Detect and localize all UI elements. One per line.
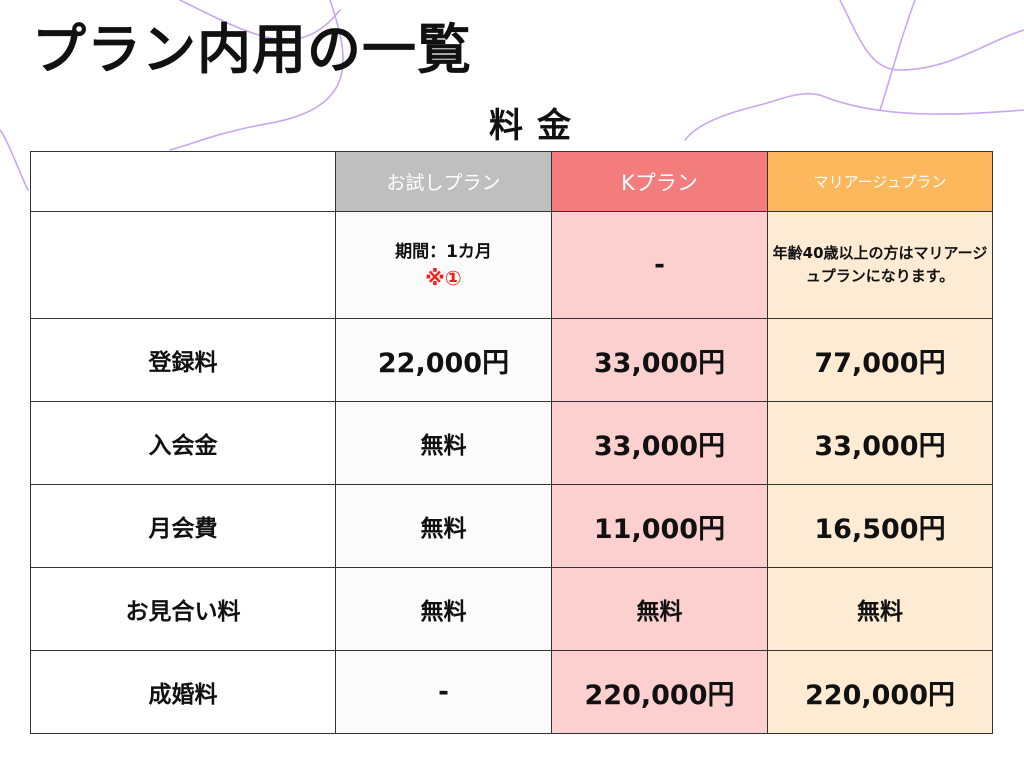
table-row: 登録料 22,000円 33,000円 77,000円 [30,318,993,402]
k-value: 無料 [551,567,768,651]
deco-line [839,0,1024,71]
trial-value: 無料 [335,567,552,651]
trial-value: 無料 [335,484,552,568]
table-row: お見合い料 無料 無料 無料 [30,567,993,651]
table-row: 成婚料 - 220,000円 220,000円 [30,650,993,734]
k-value: 33,000円 [551,401,768,485]
table-header-row: お試しプラン Kプラン マリアージュプラン [30,151,993,212]
table-row: 月会費 無料 11,000円 16,500円 [30,484,993,568]
header-k-plan: Kプラン [551,151,768,212]
note-trial-cell: 期間：1カ月 ※① [335,211,552,319]
marriage-value: 無料 [767,567,993,651]
row-label: 月会費 [30,484,336,568]
pricing-table: お試しプラン Kプラン マリアージュプラン 期間：1カ月 ※① - 年齢40歳以… [30,151,993,734]
trial-value: 無料 [335,401,552,485]
marriage-value: 77,000円 [767,318,993,402]
row-label: 登録料 [30,318,336,402]
header-trial-plan: お試しプラン [335,151,552,212]
note-label-cell [30,211,336,319]
deco-line [684,104,761,141]
table-row: 入会金 無料 33,000円 33,000円 [30,401,993,485]
table-note-row: 期間：1カ月 ※① - 年齢40歳以上の方はマリアージュプランになります。 [30,211,993,319]
trial-value: 22,000円 [335,318,552,402]
row-label: お見合い料 [30,567,336,651]
deco-line [0,129,29,191]
k-value: 11,000円 [551,484,768,568]
trial-footnote-mark: ※① [425,265,462,290]
row-label: 成婚料 [30,650,336,734]
header-empty-cell [30,151,336,212]
header-marriage-plan: マリアージュプラン [767,151,993,212]
note-marriage-cell: 年齢40歳以上の方はマリアージュプランになります。 [767,211,993,319]
deco-line [759,92,1024,115]
deco-line [879,0,916,111]
page-title: プラン内用の一覧 [32,18,472,81]
k-value: 33,000円 [551,318,768,402]
deco-line [179,0,341,41]
marriage-value: 33,000円 [767,401,993,485]
row-label: 入会金 [30,401,336,485]
deco-line [169,0,344,151]
trial-value: - [335,650,552,734]
note-k-cell: - [551,211,768,319]
k-value: 220,000円 [551,650,768,734]
marriage-value: 16,500円 [767,484,993,568]
page-subtitle: 料金 [489,106,585,146]
marriage-value: 220,000円 [767,650,993,734]
trial-period-text: 期間：1カ月 [395,242,492,263]
